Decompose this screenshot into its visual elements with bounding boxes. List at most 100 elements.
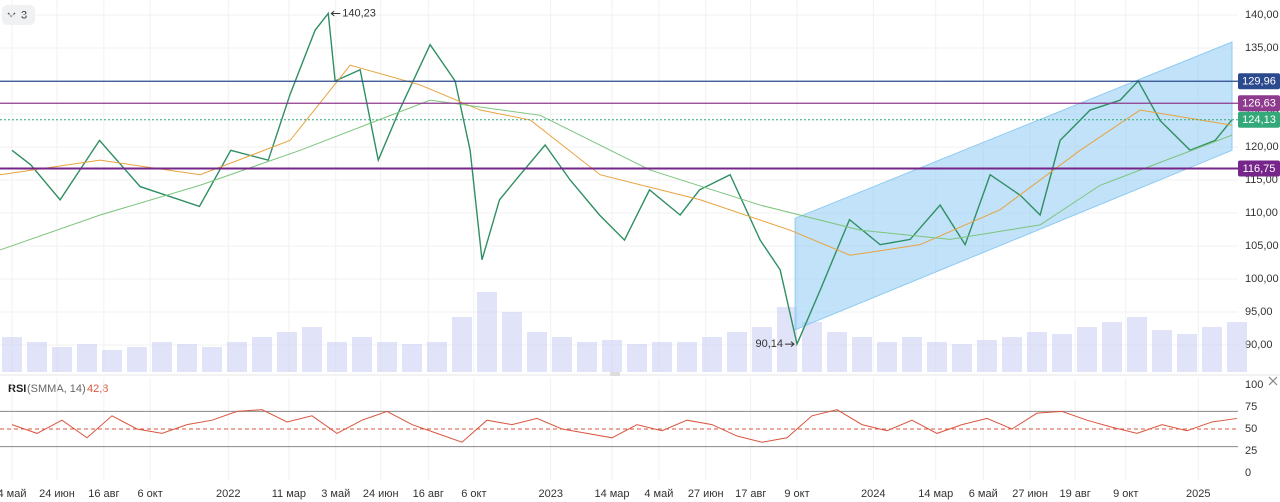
volume-bar [877, 342, 897, 372]
volume-bar [1102, 322, 1122, 372]
x-tick-label: 9 окт [1113, 488, 1138, 500]
volume-bar [202, 347, 222, 372]
x-tick-label: 19 авг [1059, 488, 1090, 500]
x-tick-label: 2023 [539, 488, 563, 500]
volume-bar [152, 342, 172, 372]
volume-bar [627, 344, 647, 372]
rsi-current: 42,8 [87, 383, 108, 395]
x-tick-label: 6 окт [461, 488, 486, 500]
volume-bar [1077, 327, 1097, 372]
volume-bar [677, 342, 697, 372]
x-tick-label: 3 май [321, 488, 350, 500]
volume-bar [502, 312, 522, 372]
rsi-name: RSI [8, 383, 26, 395]
volume-bar [927, 342, 947, 372]
volume-bar [402, 344, 422, 372]
volume-bar [327, 342, 347, 372]
x-tick-label: 2025 [1186, 488, 1210, 500]
volume-bar [352, 337, 372, 372]
volume-bar [577, 342, 597, 372]
y-tick-label: 100,00 [1245, 273, 1279, 285]
volume-bar [902, 337, 922, 372]
volume-bar [427, 342, 447, 372]
y-tick-label: 140,00 [1245, 9, 1279, 21]
volume-bar [1052, 334, 1072, 372]
pane-handle[interactable] [610, 372, 620, 376]
x-tick-label: 4 май [644, 488, 673, 500]
y-tick-label: 25 [1245, 445, 1257, 457]
level-label-box [1238, 95, 1280, 112]
level-label: 126,63 [1242, 98, 1276, 110]
volume-bar [302, 327, 322, 372]
volume-bar [1227, 322, 1247, 372]
y-tick-label: 115,00 [1245, 174, 1278, 186]
x-tick-label: 16 авг [88, 488, 119, 500]
rsi-header: RSI (SMMA, 14) 42,8 [8, 383, 108, 395]
y-tick-label: 50 [1245, 423, 1257, 435]
y-tick-label: 135,00 [1245, 42, 1279, 54]
x-tick-label: 24 июн [363, 488, 399, 500]
volume-bar [1027, 332, 1047, 372]
volume-bar [1002, 337, 1022, 372]
x-tick-label: 9 окт [784, 488, 809, 500]
level-label: 129,96 [1242, 76, 1276, 88]
volume-bar [1152, 330, 1172, 372]
volume-bar [802, 322, 822, 372]
y-tick-label: 120,00 [1245, 141, 1279, 153]
volume-bar [377, 342, 397, 372]
volume-bar [727, 332, 747, 372]
x-tick-label: 27 июн [688, 488, 724, 500]
volume-bar [2, 337, 22, 372]
volume-bar [277, 332, 297, 372]
x-tick-label: 4 май [0, 488, 27, 500]
volume-bar [552, 337, 572, 372]
volume-bar [1202, 327, 1222, 372]
volume-bar [752, 327, 772, 372]
x-tick-label: 17 авг [735, 488, 766, 500]
trend-channel [794, 41, 1233, 331]
x-tick-label: 6 окт [137, 488, 162, 500]
volume-bar [77, 344, 97, 372]
y-tick-label: 0 [1245, 467, 1251, 479]
volume-bar [252, 337, 272, 372]
volume-bar [227, 342, 247, 372]
x-tick-label: 2024 [861, 488, 885, 500]
level-label-box [1238, 73, 1280, 90]
volume-bar [827, 332, 847, 372]
level-label-box [1238, 160, 1280, 177]
volume-bar [127, 347, 147, 372]
level-label-box [1238, 111, 1280, 128]
y-tick-label: 110,00 [1245, 207, 1278, 219]
series-line [11, 11, 1233, 347]
x-tick-label: 11 мар [272, 488, 306, 500]
volume-bar [27, 342, 47, 372]
annotation: 90,14 [755, 338, 783, 350]
annotation-arrow [330, 10, 341, 17]
x-tick-label: 27 июн [1012, 488, 1048, 500]
y-tick-label: 105,00 [1245, 240, 1279, 252]
x-tick-label: 2022 [216, 488, 240, 500]
close-icon[interactable] [1268, 376, 1278, 386]
annotation-arrow [785, 341, 795, 347]
x-tick-label: 24 июн [39, 488, 75, 500]
volume-bar [602, 340, 622, 372]
volume-bar [977, 340, 997, 372]
annotation: 140,23 [342, 7, 376, 19]
series-line [11, 409, 1238, 443]
volume-bar [52, 347, 72, 372]
level-label: 124,13 [1242, 114, 1276, 126]
x-tick-label: 16 авг [413, 488, 444, 500]
volume-bar [952, 344, 972, 372]
x-tick-label: 14 мар [594, 488, 629, 500]
x-tick-label: 14 мар [918, 488, 953, 500]
rsi-params: (SMMA, 14) [27, 383, 86, 395]
volume-bar [177, 344, 197, 372]
y-tick-label: 90,00 [1245, 339, 1273, 351]
y-tick-label: 75 [1245, 401, 1257, 413]
series-line [0, 64, 1233, 256]
x-tick-label: 6 май [969, 488, 998, 500]
level-label: 116,75 [1243, 163, 1276, 175]
volume-bar [652, 342, 672, 372]
